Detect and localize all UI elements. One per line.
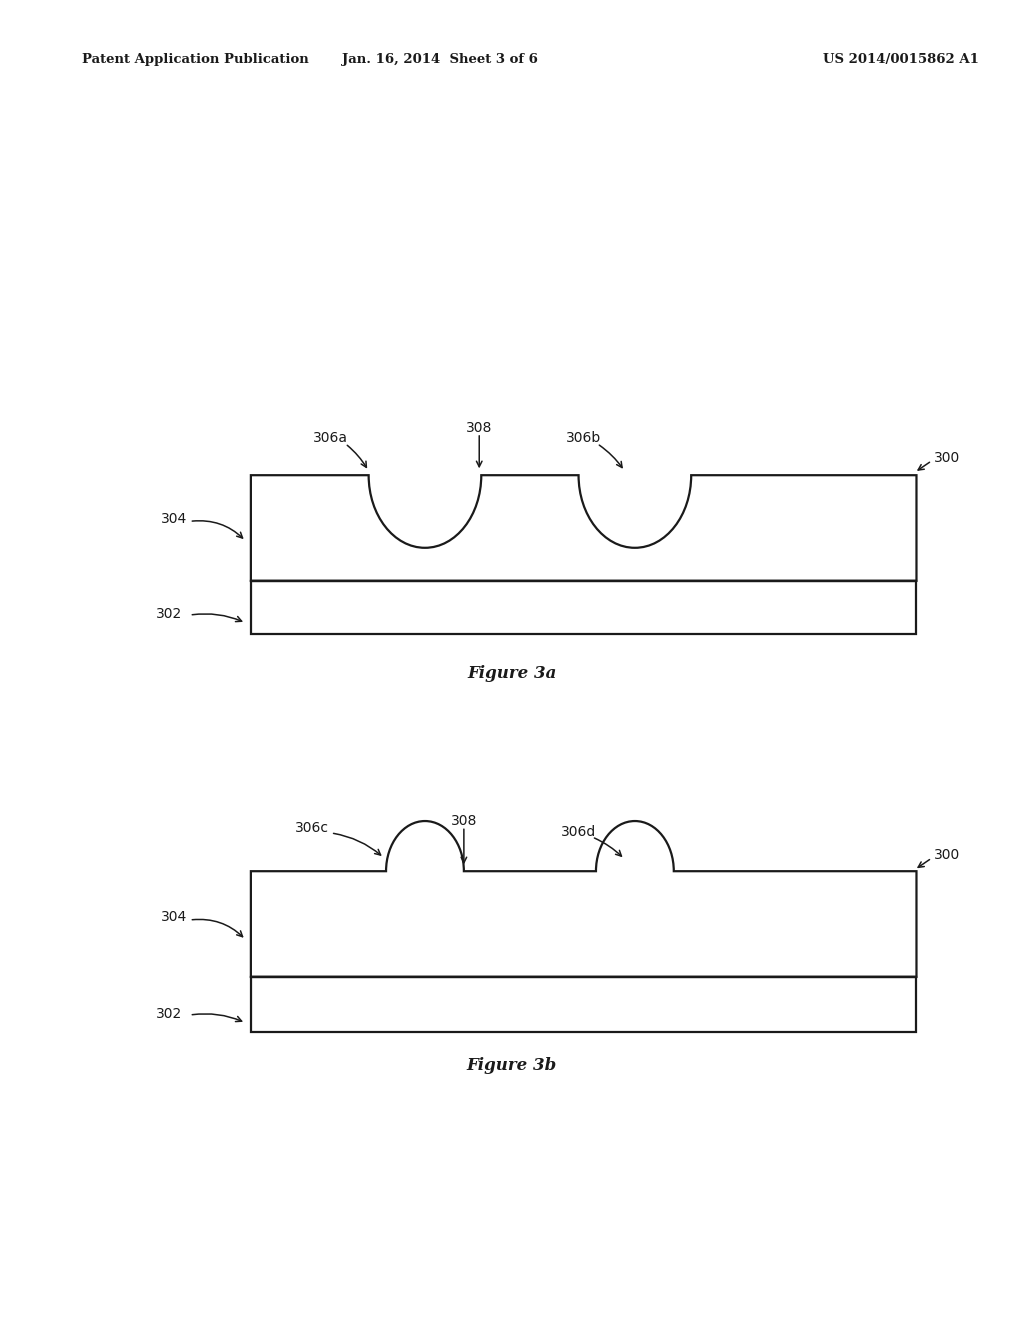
PathPatch shape <box>251 821 916 977</box>
Text: Jan. 16, 2014  Sheet 3 of 6: Jan. 16, 2014 Sheet 3 of 6 <box>342 53 539 66</box>
Text: 306a: 306a <box>313 432 348 445</box>
Text: 304: 304 <box>161 512 187 525</box>
Text: 302: 302 <box>156 1007 182 1020</box>
Text: Patent Application Publication: Patent Application Publication <box>82 53 308 66</box>
Text: 304: 304 <box>161 911 187 924</box>
Text: 306c: 306c <box>295 821 330 834</box>
Text: Figure 3b: Figure 3b <box>467 1057 557 1073</box>
Text: 300: 300 <box>934 451 961 465</box>
Text: 302: 302 <box>156 607 182 620</box>
Text: 308: 308 <box>451 814 477 828</box>
Text: Figure 3a: Figure 3a <box>467 665 557 681</box>
Text: 306d: 306d <box>561 825 596 838</box>
Bar <box>251 977 916 1032</box>
Text: 306b: 306b <box>566 432 601 445</box>
Bar <box>251 581 916 634</box>
PathPatch shape <box>251 475 916 581</box>
Text: 308: 308 <box>466 421 493 434</box>
Text: 300: 300 <box>934 849 961 862</box>
Text: US 2014/0015862 A1: US 2014/0015862 A1 <box>823 53 979 66</box>
